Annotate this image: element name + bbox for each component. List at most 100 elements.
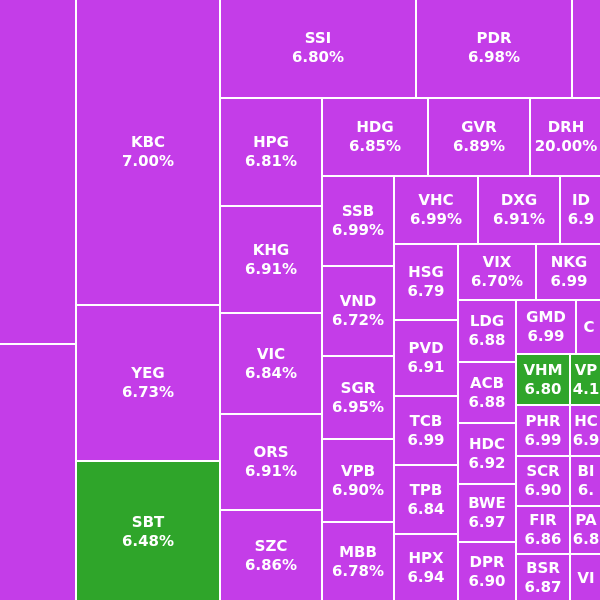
tile-change: 6.91% xyxy=(244,259,298,278)
tile-ticker: YEG xyxy=(131,364,165,383)
tile-change: 6.84 xyxy=(407,499,445,518)
tile-vix[interactable]: VIX 6.70% xyxy=(458,244,536,300)
tile-ticker: GVR xyxy=(461,118,497,137)
tile-change: 6.95% xyxy=(331,397,385,416)
tile-vi[interactable]: VI xyxy=(570,554,600,600)
tile-ticker: NKG xyxy=(550,253,588,272)
tile-hdc[interactable]: HDC 6.92 xyxy=(458,423,516,484)
tile-ticker: DXG xyxy=(500,191,538,210)
tile-ticker: BI xyxy=(577,462,595,481)
tile-ors[interactable]: ORS 6.91% xyxy=(220,414,322,510)
tile-hsg[interactable]: HSG 6.79 xyxy=(394,244,458,320)
tile-ticker: SSI xyxy=(304,29,332,48)
tile-dpr[interactable]: DPR 6.90 xyxy=(458,542,516,600)
tile-vnd[interactable]: VND 6.72% xyxy=(322,266,394,356)
tile-vp[interactable]: VP 4.1 xyxy=(570,354,600,405)
tile-unlabeled-0[interactable] xyxy=(0,0,76,344)
tile-bi[interactable]: BI 6. xyxy=(570,456,600,506)
tile-ticker: ACB xyxy=(469,373,505,392)
tile-change: 20.00% xyxy=(534,137,598,155)
tile-change: 6.98% xyxy=(467,48,521,66)
tile-bwe[interactable]: BWE 6.97 xyxy=(458,484,516,542)
tile-vhm[interactable]: VHM 6.80 xyxy=(516,354,570,405)
tile-ticker: DPR xyxy=(469,553,505,572)
tile-gmd[interactable]: GMD 6.99 xyxy=(516,300,576,354)
tile-unlabeled-1[interactable] xyxy=(0,344,76,600)
tile-acb[interactable]: ACB 6.88 xyxy=(458,362,516,423)
tile-khg[interactable]: KHG 6.91% xyxy=(220,206,322,313)
tile-pvd[interactable]: PVD 6.91 xyxy=(394,320,458,396)
tile-vic[interactable]: VIC 6.84% xyxy=(220,313,322,414)
tile-hpx[interactable]: HPX 6.94 xyxy=(394,534,458,600)
tile-change: 6.94 xyxy=(407,568,445,586)
tile-hpg[interactable]: HPG 6.81% xyxy=(220,98,322,206)
tile-c[interactable]: C xyxy=(576,300,600,354)
tile-tpb[interactable]: TPB 6.84 xyxy=(394,465,458,534)
tile-change: 6.9 xyxy=(567,210,595,228)
tile-drh[interactable]: DRH 20.00% xyxy=(530,98,600,176)
tile-scr[interactable]: SCR 6.90 xyxy=(516,456,570,506)
tile-ticker: VP xyxy=(574,360,598,379)
tile-tcb[interactable]: TCB 6.99 xyxy=(394,396,458,465)
tile-dxg[interactable]: DXG 6.91% xyxy=(478,176,560,244)
tile-mbb[interactable]: MBB 6.78% xyxy=(322,522,394,600)
tile-change: 6.70% xyxy=(470,272,524,290)
tile-ticker: VIX xyxy=(482,253,512,272)
tile-change: 6.99 xyxy=(550,272,588,290)
tile-ticker: VIC xyxy=(256,344,286,363)
tile-ssi[interactable]: SSI 6.80% xyxy=(220,0,416,98)
tile-ticker: SBT xyxy=(131,512,165,531)
tile-change: 6.86 xyxy=(524,530,562,548)
tile-yeg[interactable]: YEG 6.73% xyxy=(76,305,220,461)
tile-change: 6.8 xyxy=(572,530,600,548)
tile-bsr[interactable]: BSR 6.87 xyxy=(516,554,570,600)
tile-change: 6.90 xyxy=(524,481,562,499)
tile-ticker: ID xyxy=(571,191,591,210)
tile-change: 6.80 xyxy=(524,379,562,398)
tile-change: 6.81% xyxy=(244,152,298,170)
tile-phr[interactable]: PHR 6.99 xyxy=(516,405,570,456)
tile-ticker: FIR xyxy=(529,511,557,530)
tile-vpb[interactable]: VPB 6.90% xyxy=(322,439,394,522)
tile-kbc[interactable]: KBC 7.00% xyxy=(76,0,220,305)
tile-gvr[interactable]: GVR 6.89% xyxy=(428,98,530,176)
tile-ticker: KHG xyxy=(252,240,290,259)
tile-ticker: LDG xyxy=(469,312,505,331)
tile-pdr[interactable]: PDR 6.98% xyxy=(416,0,572,98)
tile-unlabeled-7[interactable] xyxy=(572,0,600,98)
tile-ticker: PDR xyxy=(476,29,512,48)
tile-hdg[interactable]: HDG 6.85% xyxy=(322,98,428,176)
tile-pa[interactable]: PA 6.8 xyxy=(570,506,600,554)
tile-change: 6. xyxy=(577,481,595,499)
tile-change: 6.99 xyxy=(524,430,562,449)
tile-id[interactable]: ID 6.9 xyxy=(560,176,600,244)
tile-ticker: SSB xyxy=(341,202,375,221)
tile-sbt[interactable]: SBT 6.48% xyxy=(76,461,220,600)
tile-change: 6.90 xyxy=(468,572,506,590)
tile-change: 6.99% xyxy=(331,221,385,239)
tile-ticker: ORS xyxy=(253,443,289,462)
tile-change: 4.1 xyxy=(572,379,600,398)
tile-ticker: C xyxy=(583,317,595,336)
tile-fir[interactable]: FIR 6.86 xyxy=(516,506,570,554)
tile-ticker: VI xyxy=(577,568,595,587)
tile-ticker: HDG xyxy=(356,118,394,137)
tile-change: 6.91% xyxy=(492,210,546,228)
tile-change: 6.87 xyxy=(524,578,562,596)
tile-change: 6.86% xyxy=(244,556,298,574)
tile-change: 6.99% xyxy=(409,210,463,228)
tile-change: 6.85% xyxy=(348,137,402,155)
tile-sgr[interactable]: SGR 6.95% xyxy=(322,356,394,439)
tile-change: 6.79 xyxy=(407,282,445,300)
tile-ticker: GMD xyxy=(526,308,566,327)
tile-ticker: HC xyxy=(574,411,598,430)
tile-nkg[interactable]: NKG 6.99 xyxy=(536,244,600,300)
tile-vhc[interactable]: VHC 6.99% xyxy=(394,176,478,244)
tile-szc[interactable]: SZC 6.86% xyxy=(220,510,322,600)
tile-ssb[interactable]: SSB 6.99% xyxy=(322,176,394,266)
tile-hc[interactable]: HC 6.9 xyxy=(570,405,600,456)
tile-change: 6.91% xyxy=(244,462,298,480)
tile-change: 6.78% xyxy=(331,562,385,580)
tile-ldg[interactable]: LDG 6.88 xyxy=(458,300,516,362)
tile-change: 6.80% xyxy=(291,48,345,66)
